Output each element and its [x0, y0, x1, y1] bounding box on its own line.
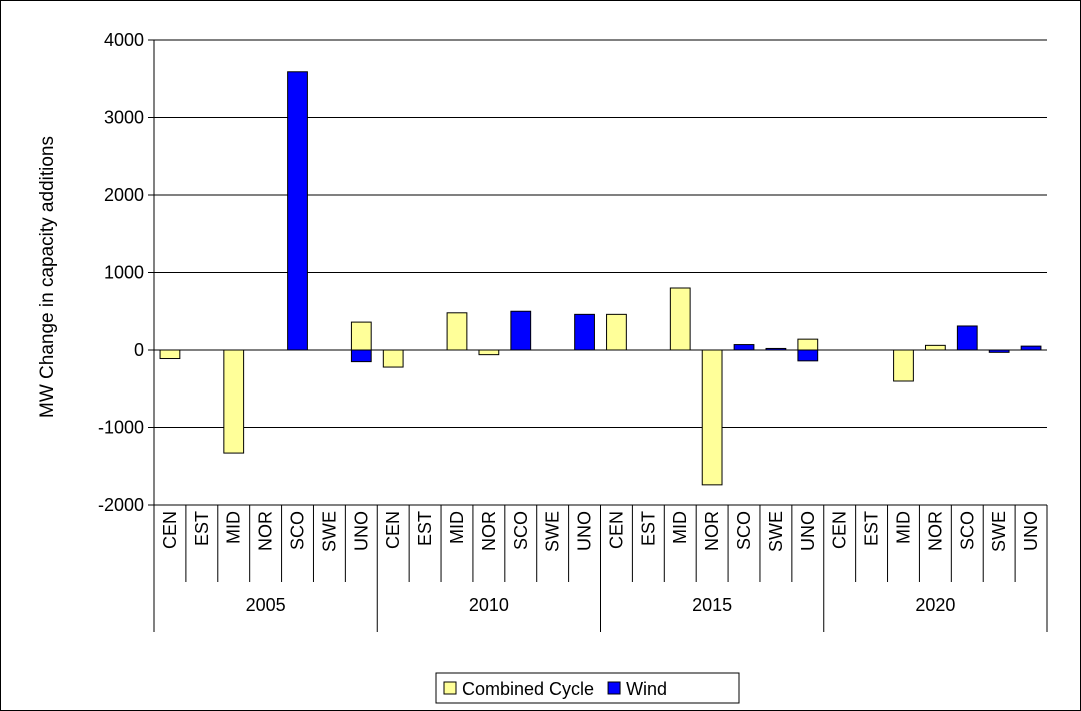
bar	[478, 349, 500, 356]
x-category-label: SWE	[319, 511, 339, 552]
x-category-label: MID	[447, 511, 467, 544]
bar	[893, 349, 914, 382]
bar	[733, 344, 755, 351]
x-category-label: SCO	[734, 511, 754, 550]
x-category-label: SCO	[511, 511, 531, 550]
y-tick-label: -1000	[98, 418, 144, 438]
legend-label: Combined Cycle	[462, 679, 594, 699]
x-category-label: EST	[862, 511, 882, 546]
x-category-label: UNO	[798, 511, 818, 551]
x-group-label: 2010	[469, 595, 509, 615]
x-category-label: MID	[893, 511, 913, 544]
bar	[350, 321, 372, 351]
bar	[574, 313, 595, 351]
x-group-label: 2005	[246, 595, 286, 615]
bar	[287, 71, 308, 351]
bar	[382, 349, 404, 368]
x-category-label: EST	[192, 511, 212, 546]
bar	[924, 344, 946, 351]
legend: Combined Cycle Wind	[435, 672, 740, 704]
legend-box	[435, 672, 740, 704]
x-category-label: CEN	[606, 511, 626, 549]
y-tick-label: 2000	[104, 185, 144, 205]
x-category-label: UNO	[575, 511, 595, 551]
bar	[510, 310, 532, 351]
bar	[797, 349, 819, 362]
x-category-label: SCO	[288, 511, 308, 550]
bar	[350, 349, 372, 363]
x-group-label: 2015	[692, 595, 732, 615]
legend-swatch	[607, 681, 621, 695]
x-category-label: SWE	[766, 511, 786, 552]
x-category-label: SWE	[543, 511, 563, 552]
bar	[701, 349, 723, 486]
y-tick-label: 3000	[104, 108, 144, 128]
bar	[446, 312, 468, 351]
legend-swatch	[443, 681, 457, 695]
x-category-label: SWE	[989, 511, 1009, 552]
bar	[1020, 345, 1042, 351]
y-tick-label: 4000	[104, 30, 144, 50]
x-category-label: SCO	[957, 511, 977, 550]
x-category-label: EST	[415, 511, 435, 546]
bar	[223, 349, 245, 454]
x-category-label: NOR	[256, 511, 276, 551]
x-category-label: UNO	[351, 511, 371, 551]
bar	[797, 338, 819, 351]
y-axis-title: MW Change in capacity additions	[37, 136, 58, 418]
y-tick-label: -2000	[98, 495, 144, 515]
legend-label: Wind	[626, 679, 667, 699]
x-category-label: UNO	[1021, 511, 1041, 551]
bar	[159, 349, 181, 360]
bar	[669, 287, 691, 351]
x-category-label: CEN	[160, 511, 180, 549]
bar	[988, 349, 1010, 353]
x-category-label: CEN	[383, 511, 403, 549]
x-category-label: NOR	[925, 511, 945, 551]
x-category-label: CEN	[830, 511, 850, 549]
y-tick-label: 1000	[104, 263, 144, 283]
x-group-label: 2020	[915, 595, 955, 615]
axis-layer: -2000 -1000 0 1000 2000 3000 4000 CEN EST MID NOR S…	[98, 30, 1048, 632]
x-category-label: NOR	[479, 511, 499, 551]
y-tick-label: 0	[134, 340, 144, 360]
bar	[765, 347, 787, 351]
bar-layer	[159, 71, 1042, 486]
x-category-label: EST	[638, 511, 658, 546]
x-category-label: MID	[670, 511, 690, 544]
bar	[606, 313, 627, 351]
x-category-label: MID	[224, 511, 244, 544]
x-category-label: NOR	[702, 511, 722, 551]
bar	[956, 325, 978, 351]
